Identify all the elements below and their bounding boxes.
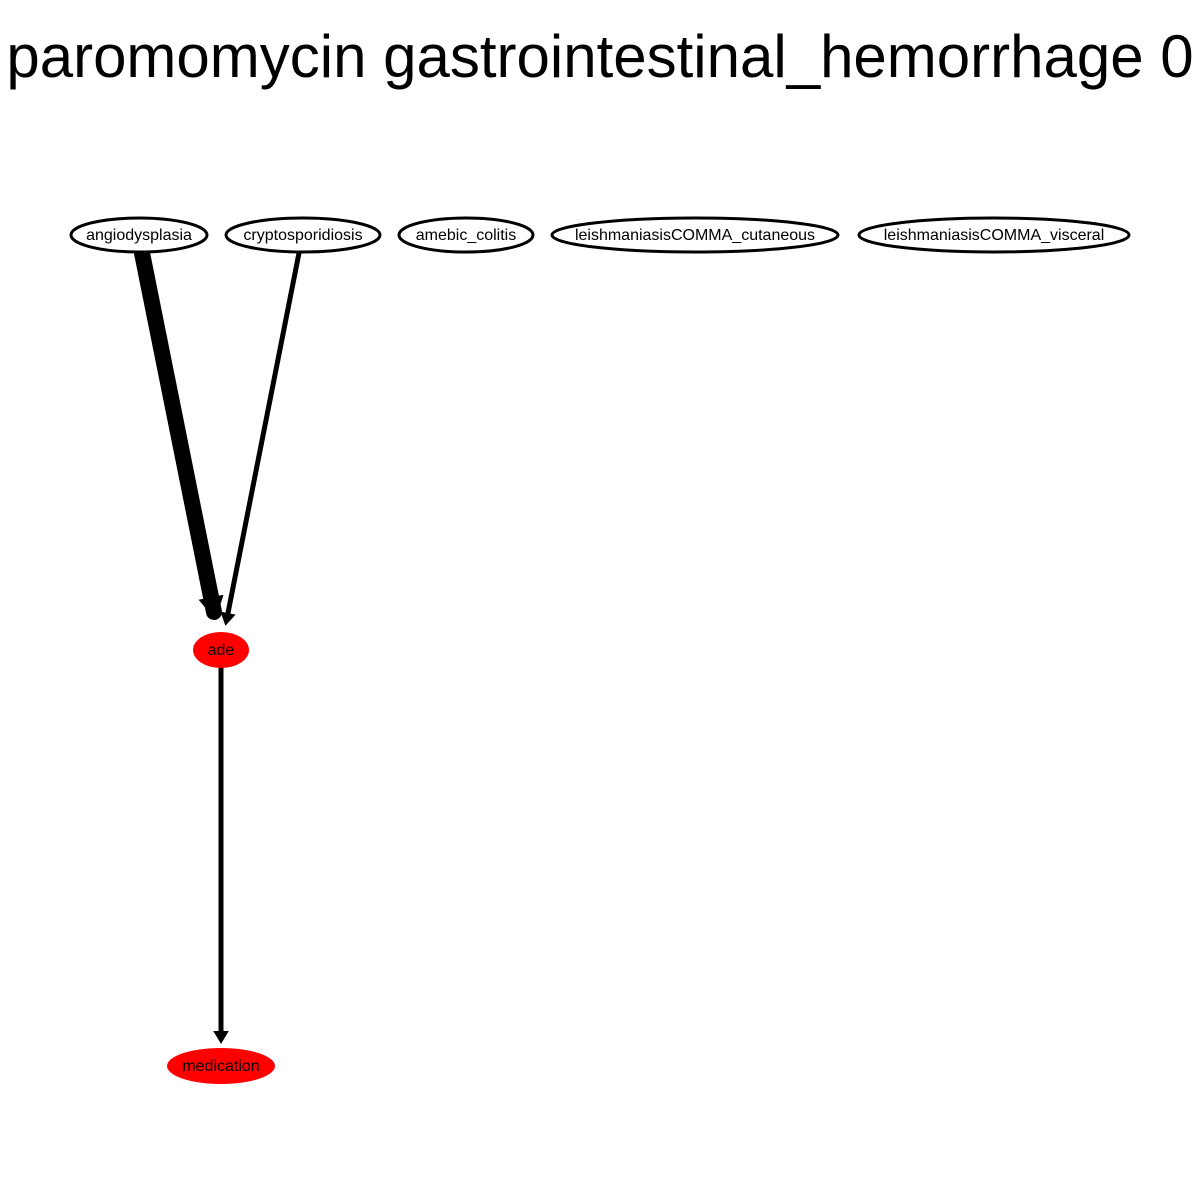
node-angiodysplasia: angiodysplasia: [69, 216, 209, 254]
diagram-title: paromomycin gastrointestinal_hemorrhage …: [6, 23, 1194, 90]
nodes-layer: angiodysplasia cryptosporidiosis amebic_co…: [69, 216, 1131, 1084]
node-label: medication: [182, 1058, 259, 1075]
node-ade: ade: [193, 632, 249, 668]
node-label: cryptosporidiosis: [243, 227, 362, 244]
arrowhead: [220, 611, 236, 626]
node-label: leishmaniasisCOMMA_visceral: [884, 227, 1105, 244]
arrowhead: [198, 594, 224, 620]
node-label: amebic_colitis: [416, 227, 516, 244]
node-ellipse: [193, 632, 249, 668]
node-leish-cut: leishmaniasisCOMMA_cutaneous: [550, 216, 840, 254]
edge-cryptosporidiosis-to-ade: [220, 250, 302, 626]
node-label: leishmaniasisCOMMA_cutaneous: [575, 227, 815, 244]
edges-layer: [134, 245, 302, 1044]
node-ellipse: [550, 216, 840, 254]
node-label: ade: [208, 642, 235, 659]
node-leish-vis: leishmaniasisCOMMA_visceral: [857, 216, 1131, 254]
arrowhead: [213, 1031, 229, 1044]
node-cryptosporidiosis: cryptosporidiosis: [224, 216, 382, 254]
node-ellipse: [857, 216, 1131, 254]
node-amebic-colitis: amebic_colitis: [397, 216, 535, 254]
node-ellipse: [167, 1048, 275, 1084]
node-ellipse: [224, 216, 382, 254]
node-ellipse: [397, 216, 535, 254]
node-ellipse: [69, 216, 209, 254]
edge-ade-to-medication: [213, 665, 229, 1044]
edge-angiodysplasia-to-ade: [134, 245, 224, 620]
node-label: angiodysplasia: [86, 227, 192, 244]
node-medication: medication: [167, 1048, 275, 1084]
